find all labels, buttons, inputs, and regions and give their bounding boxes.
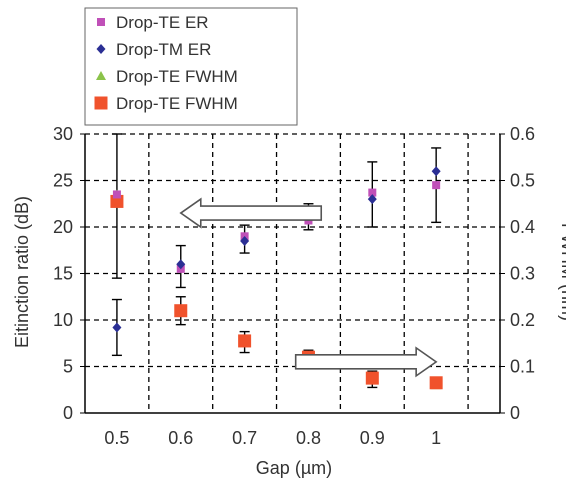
x-tick-label: 0.9 [360, 428, 385, 448]
data-point [174, 304, 188, 318]
y-tick-label: 20 [53, 217, 73, 237]
y2-tick-label: 0 [510, 403, 520, 423]
legend-label: Drop-TE FWHM [116, 67, 238, 86]
y2-tick-label: 0.4 [510, 217, 535, 237]
y-tick-label: 10 [53, 310, 73, 330]
right-axis-ticks: 0 0.1 0.2 0.3 0.4 0.5 0.6 [500, 124, 535, 423]
data-point [368, 188, 377, 197]
data-point [367, 194, 377, 205]
legend-label: Drop-TM ER [116, 40, 211, 59]
y-tick-label: 5 [63, 357, 73, 377]
y-tick-label: 25 [53, 171, 73, 191]
data-point [429, 376, 443, 390]
legend-label: Drop-TE ER [116, 13, 209, 32]
data-point [176, 259, 186, 270]
left-axis-ticks: 0 5 10 15 20 25 30 [53, 124, 85, 423]
y2-tick-label: 0.1 [510, 357, 535, 377]
data-point [112, 322, 122, 333]
x-axis-ticks: 0.5 0.6 0.7 0.8 0.9 1 [104, 428, 441, 448]
y-tick-label: 0 [63, 403, 73, 423]
x-axis-title: Gap (µm) [256, 458, 332, 478]
data-point [112, 190, 121, 199]
x-tick-label: 0.8 [296, 428, 321, 448]
data-point [431, 166, 441, 177]
y-tick-label: 30 [53, 124, 73, 144]
legend-marker [97, 18, 105, 26]
y-axis-title: Eitinction ratio (dB) [12, 196, 32, 348]
y-tick-label: 15 [53, 264, 73, 284]
y2-tick-label: 0.5 [510, 171, 535, 191]
annotation-arrow [294, 346, 438, 378]
x-tick-label: 0.7 [232, 428, 257, 448]
legend-marker [96, 44, 106, 54]
y2-tick-label: 0.2 [510, 310, 535, 330]
annotation-arrows [179, 197, 438, 378]
gridlines [85, 133, 500, 413]
legend-box [84, 7, 298, 126]
legend-marker [96, 71, 106, 80]
legend: Drop-TE ER Drop-TM ER Drop-TE FWHM Drop-TE … [84, 7, 298, 126]
x-tick-label: 0.6 [168, 428, 193, 448]
x-tick-label: 0.5 [104, 428, 129, 448]
data-point [238, 334, 252, 348]
y2-tick-label: 0.6 [510, 124, 535, 144]
data-point [365, 371, 379, 385]
data-point [432, 181, 441, 190]
legend-marker [94, 96, 108, 110]
legend-label: Drop-TE FWHM [116, 94, 238, 113]
annotation-arrow [179, 197, 323, 229]
data-point [240, 235, 250, 246]
y2-axis-title: FWHM (nm) [558, 223, 566, 321]
x-tick-label: 1 [431, 428, 441, 448]
y2-tick-label: 0.3 [510, 264, 535, 284]
